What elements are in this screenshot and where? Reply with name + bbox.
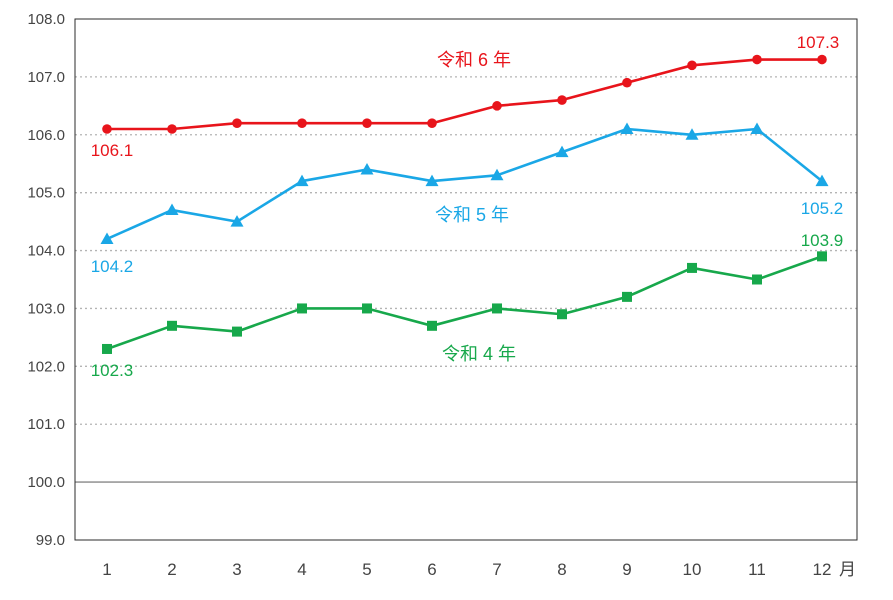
grid-layer	[75, 76, 857, 483]
data-point-square	[232, 326, 242, 337]
y-tick-label: 99.0	[36, 532, 65, 549]
data-point-circle	[362, 118, 372, 128]
data-point-circle	[622, 77, 632, 88]
series-name-label: 令和 6 年	[437, 50, 511, 70]
y-tick-label: 105.0	[27, 185, 65, 202]
x-tick-label: 8	[557, 560, 566, 579]
x-tick-label: 12	[813, 560, 832, 579]
data-point-circle	[102, 124, 112, 134]
x-tick-label: 3	[232, 560, 241, 579]
y-tick-label: 106.0	[27, 127, 65, 144]
data-point-square	[297, 303, 307, 314]
data-label-end: 103.9	[801, 231, 844, 250]
data-point-circle	[492, 101, 502, 111]
data-point-circle	[427, 118, 437, 128]
data-point-triangle	[555, 145, 569, 158]
data-point-circle	[297, 118, 307, 128]
data-point-square	[557, 309, 567, 320]
data-point-square	[167, 320, 177, 331]
data-point-circle	[752, 54, 762, 65]
y-tick-label: 100.0	[27, 474, 65, 491]
x-tick-label: 10	[683, 560, 702, 579]
data-label-start: 106.1	[91, 141, 134, 160]
data-point-triangle	[165, 203, 179, 216]
y-tick-label: 103.0	[27, 300, 65, 317]
data-point-circle	[167, 124, 177, 134]
data-label-end: 107.3	[797, 33, 840, 52]
axis-layer: 99.0 100.0 101.0 102.0 103.0 104.0 105.0 106.0 1…	[27, 11, 858, 579]
data-point-square	[492, 303, 502, 314]
series-layer	[100, 54, 829, 354]
data-point-square	[687, 262, 697, 273]
label-layer: 令和 6 年 106.1 107.3 令和 5 年 104.2 105.2 令和 4 年 10…	[91, 33, 844, 380]
x-tick-label: 4	[297, 560, 306, 579]
data-label-start: 104.2	[91, 257, 134, 276]
data-point-triangle	[490, 168, 504, 181]
data-point-triangle	[685, 128, 699, 140]
data-point-triangle	[425, 174, 439, 187]
data-point-triangle	[100, 232, 114, 244]
series-name-label: 令和 4 年	[442, 344, 516, 364]
series-line	[107, 58, 822, 131]
series-line	[106, 127, 823, 241]
data-point-square	[817, 251, 827, 262]
data-label-end: 105.2	[801, 199, 844, 218]
data-point-square	[427, 320, 437, 331]
data-point-triangle	[230, 215, 244, 227]
plot-frame	[74, 18, 858, 541]
data-point-triangle	[620, 122, 634, 134]
y-tick-label: 104.0	[27, 243, 65, 260]
x-tick-label: 2	[167, 560, 176, 579]
x-tick-label: 9	[622, 560, 631, 579]
series-line	[106, 255, 823, 351]
x-tick-label: 1	[102, 560, 111, 579]
data-point-square	[752, 274, 762, 285]
data-point-square	[102, 343, 112, 354]
x-tick-label: 11	[748, 560, 766, 579]
x-tick-label: 7	[492, 560, 501, 579]
data-point-circle	[232, 118, 242, 128]
y-tick-label: 108.0	[27, 11, 65, 28]
series-name-label: 令和 5 年	[435, 205, 509, 225]
data-point-triangle	[750, 122, 764, 134]
x-unit-label: 月	[839, 560, 856, 579]
x-tick-label: 5	[362, 560, 371, 579]
y-tick-label: 107.0	[27, 69, 65, 86]
data-point-square	[622, 291, 632, 302]
data-point-triangle	[360, 163, 374, 175]
data-point-circle	[817, 54, 827, 65]
y-tick-label: 101.0	[27, 416, 65, 433]
data-point-circle	[557, 95, 567, 105]
data-point-triangle	[295, 174, 309, 187]
x-tick-label: 6	[427, 560, 436, 579]
data-point-circle	[687, 60, 697, 71]
data-point-triangle	[815, 174, 829, 187]
y-tick-label: 102.0	[27, 358, 65, 375]
data-label-start: 102.3	[91, 361, 134, 380]
data-point-square	[362, 303, 372, 314]
